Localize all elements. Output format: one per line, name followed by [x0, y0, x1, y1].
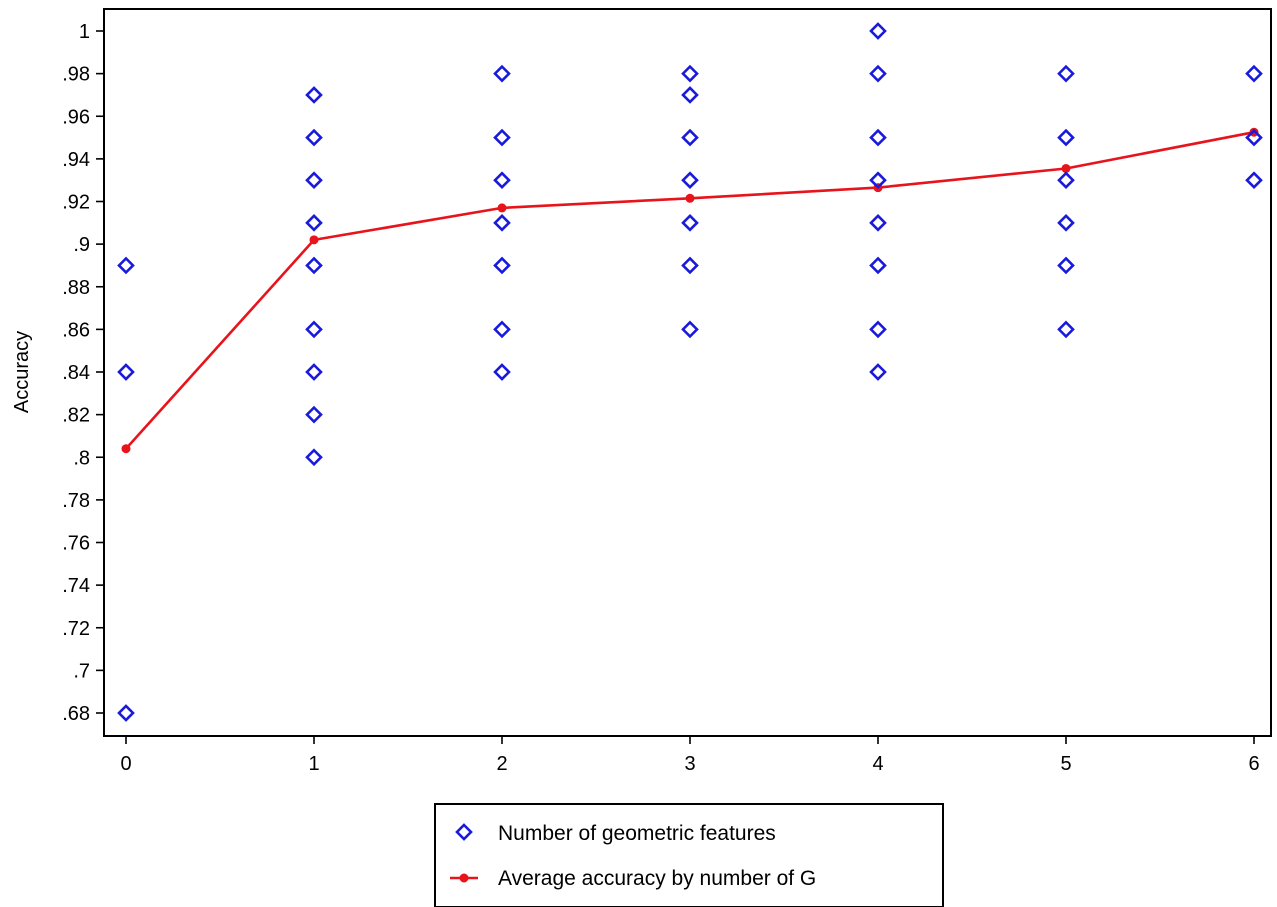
average-accuracy-point [1061, 163, 1071, 173]
legend-item-line: Average accuracy by number of G [450, 867, 816, 890]
geometric-features-point [117, 704, 135, 722]
y-tick-label: .78 [62, 490, 90, 512]
y-tick-label: .76 [62, 533, 90, 555]
geometric-features-point [869, 320, 887, 339]
geometric-features-point [1245, 64, 1263, 83]
geometric-features-point [1245, 128, 1263, 147]
geometric-features-point [1057, 128, 1075, 147]
geometric-features-point [869, 213, 887, 232]
x-tick-label: 5 [1060, 753, 1071, 775]
geometric-features-point [869, 22, 887, 40]
geometric-features-point [869, 256, 887, 275]
average-accuracy-point [309, 235, 319, 245]
legend-box [434, 803, 944, 907]
y-tick-label: .86 [62, 319, 90, 341]
average-accuracy-point [497, 203, 507, 213]
geometric-features-point [493, 363, 511, 381]
y-tick-label: .98 [62, 64, 90, 86]
geometric-features-point [1057, 64, 1075, 83]
y-axis-title: Accuracy [11, 331, 33, 413]
geometric-features-point [869, 64, 887, 83]
geometric-features-point [305, 171, 323, 190]
geometric-features-point [305, 128, 323, 147]
y-tick-label: .92 [62, 192, 90, 214]
geometric-features-point [1057, 213, 1075, 232]
geometric-features-point [681, 320, 699, 339]
geometric-features-point [681, 256, 699, 275]
geometric-features-point [493, 171, 511, 190]
geometric-features-point [493, 256, 511, 275]
legend: Number of geometric features Average acc… [434, 803, 944, 907]
geometric-features-point [681, 86, 699, 104]
geometric-features-point [869, 171, 887, 190]
plot-area-frame [103, 8, 1272, 737]
y-axis: .68 .7 .72 .74 .76 .78 .8 .82 .84 .86 .88 .9 .92 .94.… [62, 21, 104, 725]
y-tick-label: .72 [62, 618, 90, 640]
geometric-features-point [681, 128, 699, 147]
y-tick-label: .96 [62, 106, 90, 128]
geometric-features-point [869, 128, 887, 147]
legend-label-scatter: Number of geometric features [498, 822, 776, 845]
geometric-features-point [493, 213, 511, 232]
legend-diamond-marker [455, 823, 473, 841]
average-accuracy-point [685, 193, 695, 203]
x-tick-label: 2 [496, 753, 507, 775]
y-tick-label: 1 [79, 21, 90, 43]
geometric-features-point [305, 320, 323, 339]
x-tick-label: 4 [872, 753, 883, 775]
geometric-features-point [305, 86, 323, 104]
x-tick-label: 0 [120, 753, 131, 775]
x-tick-label: 6 [1248, 753, 1259, 775]
geometric-features-point [117, 256, 135, 275]
average-accuracy-line [125, 130, 1255, 450]
geometric-features-point [493, 320, 511, 339]
geometric-features-point [305, 363, 323, 381]
legend-item-scatter: Number of geometric features [455, 822, 776, 845]
y-tick-label: .74 [62, 575, 90, 597]
geometric-features-point [305, 256, 323, 275]
average-accuracy-series [121, 127, 1259, 454]
average-accuracy-point [121, 444, 131, 454]
x-tick-label: 3 [684, 753, 695, 775]
y-tick-label: .82 [62, 405, 90, 427]
geometric-features-point [1057, 256, 1075, 275]
legend-dot-marker [459, 873, 469, 883]
y-tick-label: .94 [62, 149, 90, 171]
x-tick-label: 1 [308, 753, 319, 775]
geometric-features-point [305, 448, 323, 467]
geometric-features-point [305, 405, 323, 424]
geometric-features-series [117, 22, 1263, 722]
geometric-features-point [117, 363, 135, 381]
x-axis: 0 1 2 3 4 5 6 [120, 736, 1260, 775]
y-tick-label: .84 [62, 362, 90, 384]
y-tick-label: .7 [73, 660, 90, 682]
y-tick-label: .68 [62, 703, 90, 725]
geometric-features-point [305, 213, 323, 232]
geometric-features-point [1057, 320, 1075, 339]
y-tick-label: .88 [62, 277, 90, 299]
geometric-features-point [681, 171, 699, 190]
geometric-features-point [493, 64, 511, 83]
geometric-features-point [681, 213, 699, 232]
geometric-features-point [681, 64, 699, 83]
y-tick-label: .9 [73, 234, 90, 256]
geometric-features-point [493, 128, 511, 147]
geometric-features-point [1245, 171, 1263, 190]
y-tick-label: .8 [73, 447, 90, 469]
geometric-features-point [1057, 171, 1075, 190]
legend-label-line: Average accuracy by number of G [498, 867, 816, 890]
geometric-features-point [869, 363, 887, 381]
